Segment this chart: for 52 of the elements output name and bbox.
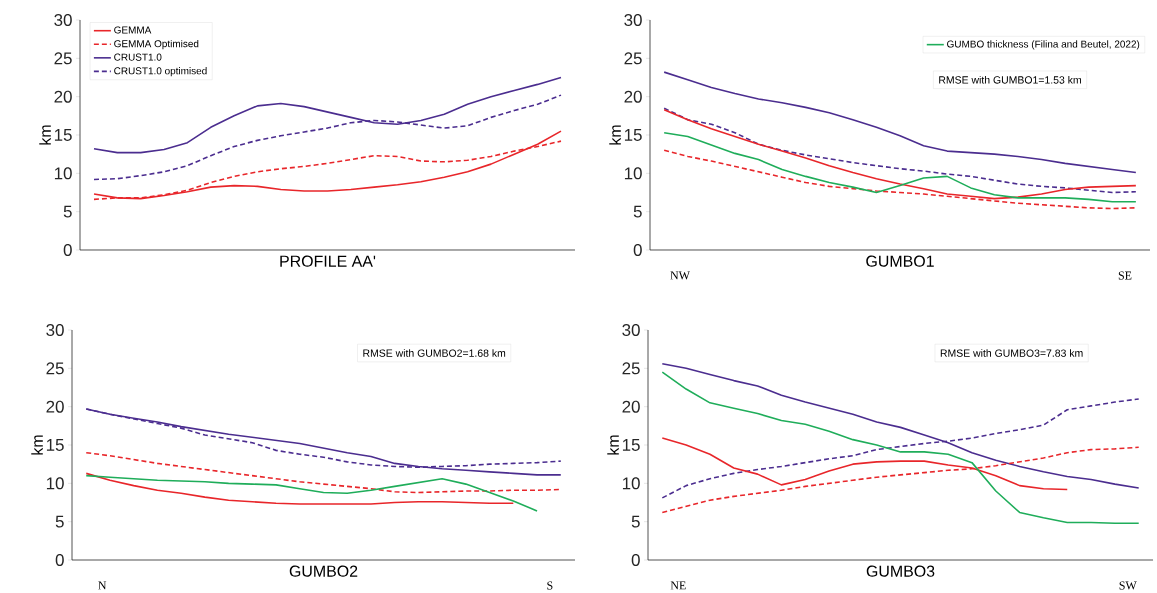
- y-tick-label: 10: [622, 477, 640, 490]
- annotation: RMSE with GUMBO1=1.53 km: [939, 75, 1081, 84]
- y-tick-label: 15: [622, 439, 640, 451]
- legend-label: GUMBO thickness (Filina and Beutel, 2022): [947, 40, 1140, 50]
- text: S: [547, 581, 553, 590]
- x-axis-title: PROFILE AA': [280, 255, 376, 267]
- y-tick-label: 25: [46, 362, 64, 375]
- y-tick-label: 0: [631, 554, 640, 566]
- legend-label: GEMMA: [114, 26, 152, 34]
- x-axis-title: GUMBO3: [866, 565, 935, 577]
- y-axis-title: km: [609, 125, 621, 145]
- y-axis-title: km: [31, 435, 43, 455]
- y-tick-label: 25: [54, 52, 72, 65]
- y-tick-label: 5: [63, 205, 72, 218]
- text: SE: [1118, 271, 1132, 280]
- y-tick-label: 15: [624, 129, 642, 141]
- line-series: [93, 130, 562, 200]
- text: SW: [1119, 581, 1137, 590]
- text: N: [98, 581, 107, 590]
- y-axis-title: km: [607, 435, 619, 455]
- y-axis-title: km: [39, 125, 51, 145]
- x-axis-title: GUMBO1: [866, 255, 934, 267]
- annotation: RMSE with GUMBO3=7.83 km: [940, 349, 1083, 357]
- y-tick-label: 15: [54, 129, 72, 141]
- y-tick-label: 30: [54, 14, 72, 26]
- legend-label: CRUST1.0: [114, 53, 162, 61]
- y-tick-label: 0: [63, 244, 72, 256]
- y-tick-label: 30: [624, 14, 642, 26]
- line-series: [661, 371, 1140, 524]
- y-tick-label: 15: [46, 439, 64, 451]
- y-tick-label: 25: [624, 52, 642, 65]
- y-tick-label: 10: [46, 477, 64, 490]
- y-tick-label: 20: [46, 400, 64, 413]
- y-tick-label: 10: [54, 167, 72, 180]
- y-tick-label: 5: [633, 205, 642, 218]
- y-tick-label: 0: [633, 244, 642, 256]
- text: NE: [670, 581, 686, 590]
- y-tick-label: 20: [54, 90, 72, 103]
- y-tick-label: 30: [46, 324, 64, 336]
- legend-label: CRUST1.0 optimised: [114, 67, 207, 77]
- x-axis-title: GUMBO2: [289, 565, 358, 577]
- y-tick-label: 20: [622, 400, 640, 413]
- y-tick-label: 5: [631, 515, 640, 528]
- y-tick-label: 0: [55, 554, 64, 566]
- legend-label: GEMMA Optimised: [114, 39, 199, 50]
- y-tick-label: 5: [55, 515, 64, 528]
- annotation: RMSE with GUMBO2=1.68 km: [363, 349, 506, 357]
- y-tick-label: 30: [622, 324, 640, 336]
- y-tick-label: 20: [624, 90, 642, 103]
- y-tick-label: 25: [622, 362, 640, 375]
- y-tick-label: 10: [624, 167, 642, 180]
- text: NW: [670, 271, 690, 280]
